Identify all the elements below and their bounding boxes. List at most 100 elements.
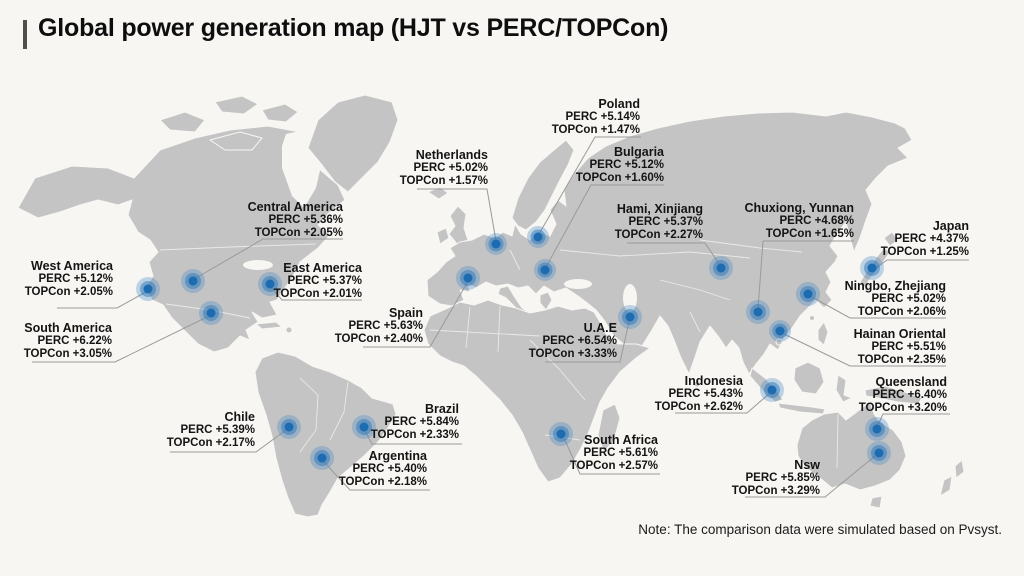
marker-west-america — [136, 277, 160, 301]
label-uae: U.A.E PERC +6.54% TOPCon +3.33% — [529, 321, 617, 361]
cuba — [255, 321, 283, 330]
location-topcon: TOPCon +1.25% — [880, 246, 969, 259]
leader-spain — [363, 282, 468, 348]
location-perc: PERC +5.43% — [668, 388, 743, 401]
landmass-north-america — [17, 125, 346, 353]
location-perc: PERC +5.61% — [583, 447, 658, 460]
location-name: Netherlands — [415, 148, 488, 162]
leader-bulgaria — [545, 184, 664, 268]
location-perc: PERC +5.84% — [384, 416, 459, 429]
label-ningbo-zhejiang: Ningbo, Zhejiang PERC +5.02% TOPCon +2.0… — [845, 279, 946, 319]
marker-chuxiong-yunnan — [746, 300, 770, 324]
location-topcon: TOPCon +2.57% — [569, 460, 658, 473]
location-perc: PERC +4.68% — [779, 215, 854, 228]
location-perc: PERC +5.12% — [589, 159, 664, 172]
leader-brazil — [364, 430, 462, 445]
marker-hami-xinjiang — [709, 256, 733, 280]
location-name: Ningbo, Zhejiang — [844, 279, 946, 293]
marker-brazil — [352, 415, 376, 439]
marker-chile — [277, 415, 301, 439]
marker-bulgaria — [534, 259, 556, 281]
landmass-new-guinea — [864, 385, 923, 405]
leader-indonesia — [675, 392, 771, 414]
location-name: Hainan Oriental — [853, 327, 946, 341]
label-nsw: Nsw PERC +5.85% TOPCon +3.29% — [732, 458, 820, 498]
location-name: Queensland — [875, 375, 947, 389]
location-name: Chile — [224, 410, 255, 424]
label-south-america: South America PERC +6.22% TOPCon +3.05% — [24, 321, 112, 361]
location-topcon: TOPCon +3.29% — [731, 485, 820, 498]
leader-central-america — [195, 238, 343, 279]
location-name: Indonesia — [684, 374, 743, 388]
location-topcon: TOPCon +2.05% — [254, 227, 343, 240]
landmass-south-america — [254, 351, 397, 518]
leader-east-america — [270, 286, 362, 301]
location-name: Chuxiong, Yunnan — [744, 201, 855, 215]
landmass-tasmania — [869, 495, 883, 509]
location-perc: PERC +5.36% — [268, 214, 343, 227]
location-topcon: TOPCon +3.20% — [858, 402, 947, 415]
landmass-greenland — [307, 94, 399, 193]
marker-nsw — [867, 441, 891, 465]
location-perc: PERC +5.40% — [352, 463, 427, 476]
leader-lines — [32, 136, 969, 498]
leader-hainan — [783, 333, 946, 367]
leader-west-america — [57, 291, 147, 309]
label-japan: Japan PERC +4.37% TOPCon +1.25% — [881, 219, 969, 259]
location-perc: PERC +5.37% — [287, 275, 362, 288]
location-perc: PERC +5.51% — [871, 341, 946, 354]
leader-netherlands — [417, 188, 497, 242]
location-topcon: TOPCon +3.33% — [528, 348, 617, 361]
taiwan — [809, 315, 815, 321]
leader-argentina — [323, 461, 430, 491]
label-east-america: East America PERC +5.37% TOPCon +2.01% — [274, 261, 362, 301]
location-topcon: TOPCon +2.01% — [273, 288, 362, 301]
location-topcon: TOPCon +3.05% — [23, 348, 112, 361]
location-topcon: TOPCon +2.17% — [166, 437, 255, 450]
location-topcon: TOPCon +2.35% — [857, 354, 946, 367]
location-topcon: TOPCon +1.65% — [765, 228, 854, 241]
black-sea — [564, 279, 592, 289]
caspian-sea — [623, 284, 637, 312]
location-topcon: TOPCon +2.06% — [857, 306, 946, 319]
marker-queensland — [865, 417, 889, 441]
landmass-borneo — [793, 361, 825, 395]
marker-spain — [456, 266, 480, 290]
arctic-island — [209, 131, 263, 151]
leader-chile — [170, 429, 287, 453]
hokkaido — [883, 231, 899, 247]
label-central-america: Central America PERC +5.36% TOPCon +2.05… — [248, 200, 343, 240]
landmass-java — [777, 402, 826, 415]
location-perc: PERC +5.37% — [628, 216, 703, 229]
landmass-africa — [423, 299, 651, 483]
location-perc: PERC +5.63% — [348, 320, 423, 333]
marker-netherlands — [485, 233, 507, 255]
landmass-new-zealand — [954, 459, 965, 479]
continents — [17, 94, 965, 518]
landmass-philippines — [817, 321, 829, 346]
location-perc: PERC +5.85% — [745, 472, 820, 485]
marker-japan — [860, 256, 884, 280]
label-chile: Chile PERC +5.39% TOPCon +2.17% — [167, 410, 255, 450]
location-name: East America — [283, 261, 362, 275]
location-perc: PERC +4.37% — [894, 233, 969, 246]
location-topcon: TOPCon +2.05% — [24, 286, 113, 299]
location-topcon: TOPCon +2.18% — [338, 476, 427, 489]
marker-south-africa — [549, 422, 573, 446]
landmass-sulawesi — [835, 374, 853, 403]
label-netherlands: Netherlands PERC +5.02% TOPCon +1.57% — [400, 148, 488, 188]
location-name: Japan — [932, 219, 969, 233]
marker-indonesia — [760, 378, 784, 402]
location-topcon: TOPCon +2.40% — [334, 333, 423, 346]
label-queensland: Queensland PERC +6.40% TOPCon +3.20% — [859, 375, 947, 415]
location-perc: PERC +6.54% — [542, 335, 617, 348]
page-title: Global power generation map (HJT vs PERC… — [38, 14, 669, 42]
landmass-ireland — [436, 227, 450, 245]
location-perc: PERC +5.39% — [180, 424, 255, 437]
location-topcon: TOPCon +1.47% — [551, 124, 640, 137]
landmass-uk — [448, 205, 469, 245]
sri-lanka — [693, 380, 701, 388]
landmass-new-zealand-south — [939, 475, 953, 497]
leader-uae — [545, 321, 630, 363]
location-topcon: TOPCon +1.57% — [399, 175, 488, 188]
